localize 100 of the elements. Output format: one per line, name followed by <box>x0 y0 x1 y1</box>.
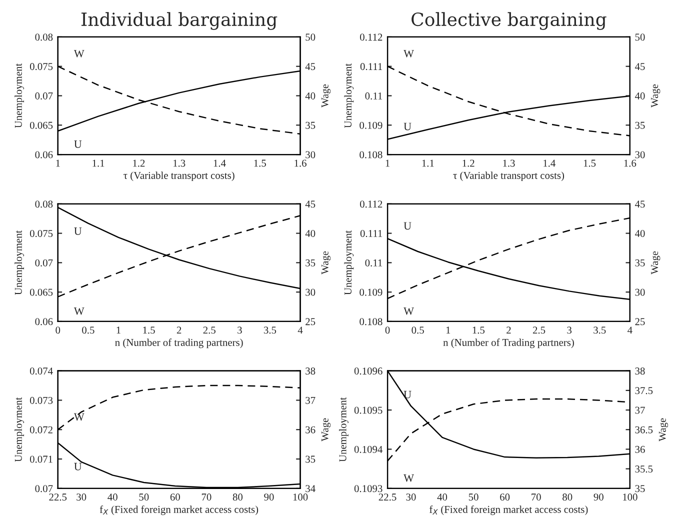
x-tick-label: 90 <box>264 494 274 501</box>
y2-tick-label: 37 <box>635 406 645 414</box>
series-label: U <box>404 222 412 230</box>
y-tick-label: 0.1096 <box>354 368 382 375</box>
y-tick-label: 0.071 <box>30 456 52 463</box>
x-tick-label: 1.5 <box>584 160 596 167</box>
x-tick-label: 1.5 <box>143 326 155 334</box>
y-axis-title: Unemployment <box>14 63 24 128</box>
x-tick-label: 1.2 <box>133 160 145 167</box>
x-axis-title: τ (Variable transport costs) <box>124 172 234 182</box>
x-tick-label: 3.5 <box>264 326 276 334</box>
series-label: W <box>404 50 414 58</box>
y2-axis-title: Wage <box>321 84 331 108</box>
y-tick-label: 0.072 <box>30 426 52 434</box>
y-tick-label: 0.1095 <box>354 406 382 414</box>
x-tick-label: 0 <box>385 326 390 334</box>
series-label: U <box>74 140 82 148</box>
x-tick-label: 22.5 <box>378 494 396 501</box>
y-tick-label: 0.06 <box>35 318 53 326</box>
y2-tick-label: 36.5 <box>635 426 653 434</box>
series-label: W <box>404 307 414 315</box>
series-label: U <box>74 228 82 235</box>
y2-tick-label: 35 <box>635 485 645 492</box>
x-tick-label: 1.1 <box>92 160 104 167</box>
y2-tick-label: 45 <box>634 200 645 208</box>
x-tick-label: 0.5 <box>82 326 94 334</box>
y-axis-title: Unemployment <box>344 63 354 128</box>
series-label: U <box>404 390 412 398</box>
y-tick-label: 0.111 <box>360 63 382 70</box>
x-tick-label: 1.4 <box>544 160 556 167</box>
y2-tick-label: 35 <box>635 122 645 129</box>
y2-axis-title: Wage <box>658 418 668 442</box>
x-tick-label: 90 <box>594 494 604 501</box>
x-tick-label: 1.5 <box>254 160 266 167</box>
x-tick-label: 70 <box>202 494 212 501</box>
x-tick-label: 1.3 <box>173 160 186 167</box>
x-tick-label: 0.5 <box>412 326 424 334</box>
y2-tick-label: 40 <box>634 92 645 100</box>
y-tick-label: 0.065 <box>30 122 53 129</box>
y-tick-label: 0.108 <box>360 318 382 326</box>
y-tick-label: 0.07 <box>35 485 53 492</box>
x-tick-label: 70 <box>532 494 541 501</box>
x-tick-label: 3 <box>238 326 242 334</box>
y-tick-label: 0.1093 <box>354 485 382 492</box>
series-label: W <box>74 413 84 421</box>
x-tick-label: 1.2 <box>462 160 474 167</box>
x-tick-label: 30 <box>76 494 86 501</box>
y-tick-label: 0.07 <box>35 259 53 266</box>
x-tick-label: 80 <box>232 494 243 501</box>
y-axis-title: Unemployment <box>14 230 24 295</box>
y-tick-label: 0.11 <box>365 259 382 266</box>
y-tick-label: 0.06 <box>35 151 53 158</box>
y2-tick-label: 25 <box>306 318 316 326</box>
x-tick-label: 4 <box>298 326 303 334</box>
y2-tick-label: 35 <box>635 259 645 266</box>
y-tick-label: 0.112 <box>360 34 382 41</box>
x-tick-label: 80 <box>562 494 572 501</box>
y-tick-label: 0.11 <box>365 92 382 100</box>
y2-tick-label: 34 <box>306 485 316 492</box>
x-axis-title: n (Number of trading partners) <box>115 338 243 348</box>
y2-tick-label: 40 <box>305 230 316 238</box>
x-tick-label: 40 <box>108 494 118 501</box>
y-tick-label: 0.08 <box>35 200 53 208</box>
x-tick-label: 50 <box>139 494 149 501</box>
x-tick-label: 1 <box>386 160 390 167</box>
x-tick-label: 1.1 <box>422 160 434 167</box>
y2-tick-label: 35 <box>306 122 316 129</box>
y2-axis-title: Wage <box>321 251 331 274</box>
y2-tick-label: 40 <box>634 230 645 238</box>
series-label: W <box>74 50 84 58</box>
y-tick-label: 0.075 <box>30 63 53 70</box>
x-axis-title: f$_{X}$ (Fixed foreign market access costs) <box>100 505 258 516</box>
x-tick-label: 0 <box>56 326 60 334</box>
x-tick-label: 22.5 <box>49 494 67 501</box>
y-tick-label: 0.108 <box>360 151 382 158</box>
y-axis-title: Unemployment <box>338 397 348 462</box>
y2-tick-label: 35 <box>306 456 316 463</box>
x-tick-label: 2 <box>176 326 182 334</box>
y-tick-label: 0.08 <box>35 34 53 41</box>
y2-tick-label: 35.5 <box>635 466 653 473</box>
x-tick-label: 3.5 <box>594 326 606 334</box>
x-tick-label: 1 <box>56 160 60 167</box>
y-tick-label: 0.109 <box>360 122 382 129</box>
x-axis-title: f$_{X}$ (Fixed foreign market access costs) <box>430 505 588 516</box>
x-tick-label: 1.6 <box>624 160 636 167</box>
x-axis-title: τ (Variable transport costs) <box>453 172 564 182</box>
y2-tick-label: 45 <box>634 63 645 70</box>
y2-tick-label: 45 <box>305 200 316 208</box>
x-tick-label: 2 <box>506 326 511 334</box>
y2-tick-label: 50 <box>635 34 645 41</box>
x-tick-label: 60 <box>170 494 180 501</box>
y2-tick-label: 30 <box>306 288 316 296</box>
series-label: U <box>404 122 412 130</box>
y2-tick-label: 35 <box>306 259 316 266</box>
chart-title: Individual bargaining <box>81 12 278 30</box>
x-tick-label: 100 <box>623 494 638 501</box>
y-tick-label: 0.075 <box>30 230 53 238</box>
y2-tick-label: 50 <box>306 34 316 41</box>
y-tick-label: 0.073 <box>30 396 53 404</box>
y2-tick-label: 30 <box>635 151 645 158</box>
